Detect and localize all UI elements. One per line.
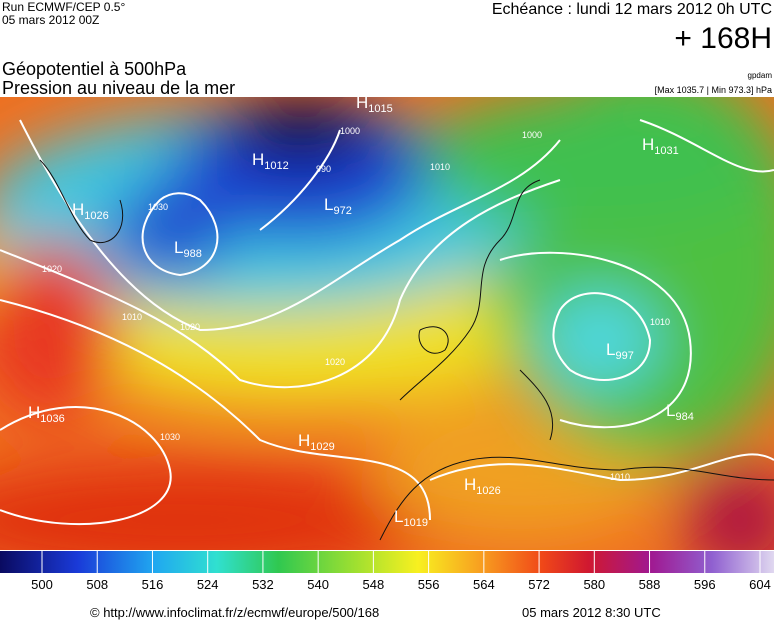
colorbar-label: 508 [86,577,108,592]
pressure-center: H1026 [464,475,501,497]
center-letter: L [606,340,615,359]
center-letter: L [394,507,403,526]
colorbar-label: 548 [363,577,385,592]
center-letter: H [464,475,476,494]
map [0,97,774,550]
center-value: 1015 [368,103,392,115]
run-date: 05 mars 2012 00Z [2,13,99,27]
center-letter: L [666,401,675,420]
center-value: 984 [675,411,693,423]
isobar-label: 1030 [148,202,168,212]
colorbar-label: 556 [418,577,440,592]
center-value: 997 [615,350,633,362]
center-value: 1019 [403,517,427,529]
isobar-label: 1010 [430,162,450,172]
center-letter: L [174,238,183,257]
center-value: 1012 [264,160,288,172]
isobar-label: 1000 [340,126,360,136]
center-value: 972 [333,205,351,217]
echeance: Echéance : lundi 12 mars 2012 0h UTC [492,1,772,18]
colorbar [0,551,774,573]
center-value: 988 [183,248,201,260]
colorbar-label: 588 [639,577,661,592]
pressure-center: H1012 [252,150,289,172]
pressure-center: L997 [606,340,634,362]
lead-time: + 168H [674,22,772,55]
pressure-center: H1026 [72,200,109,222]
colorbar-label: 580 [583,577,605,592]
center-letter: H [72,200,84,219]
colorbar-label: 572 [528,577,550,592]
colorbar-label: 516 [142,577,164,592]
center-value: 1026 [84,210,108,222]
isobar-label: 1000 [522,130,542,140]
center-letter: L [324,195,333,214]
coastlines [39,159,774,541]
colorbar-label: 500 [31,577,53,592]
colorbar-label: 540 [307,577,329,592]
isobar-label: 1030 [160,432,180,442]
run: Run ECMWF/CEP 0.5° [2,0,125,14]
isobar-label: 990 [316,164,331,174]
colorbar-label: 564 [473,577,495,592]
isobars [0,119,774,526]
isobar-label: 1020 [325,357,345,367]
isobar-label: 1010 [650,317,670,327]
colorbar-label: 532 [252,577,274,592]
isobar-label: 1010 [122,312,142,322]
pressure-center: H1031 [642,135,679,157]
center-value: 1031 [654,145,678,157]
center-value: 1026 [476,485,500,497]
center-value: 1029 [310,441,334,453]
unit: gpdam [748,71,773,80]
center-value: 1036 [40,413,64,425]
pressure-center: L984 [666,401,694,423]
pressure-center: H1015 [356,93,393,115]
colorbar-label: 524 [197,577,219,592]
footer-url: © http://www.infoclimat.fr/z/ecmwf/europ… [90,605,379,620]
extremes: [Max 1035.7 | Min 973.3] hPa [655,85,772,95]
center-letter: H [28,403,40,422]
pressure-center: L972 [324,195,352,217]
title: Pression au niveau de la mer [2,78,235,98]
pressure-center: H1029 [298,431,335,453]
isobar-label: 1020 [42,264,62,274]
colorbar-label: 604 [749,577,771,592]
isobar-label: 1010 [610,472,630,482]
center-letter: H [252,150,264,169]
isobar-label: 1020 [180,322,200,332]
pressure-center: L1019 [394,507,428,529]
center-letter: H [298,431,310,450]
footer-date: 05 mars 2012 8:30 UTC [522,605,661,620]
title: Géopotentiel à 500hPa [2,59,187,79]
pressure-center: H1036 [28,403,65,425]
pressure-center: L988 [174,238,202,260]
center-letter: H [642,135,654,154]
center-letter: H [356,93,368,112]
colorbar-label: 596 [694,577,716,592]
